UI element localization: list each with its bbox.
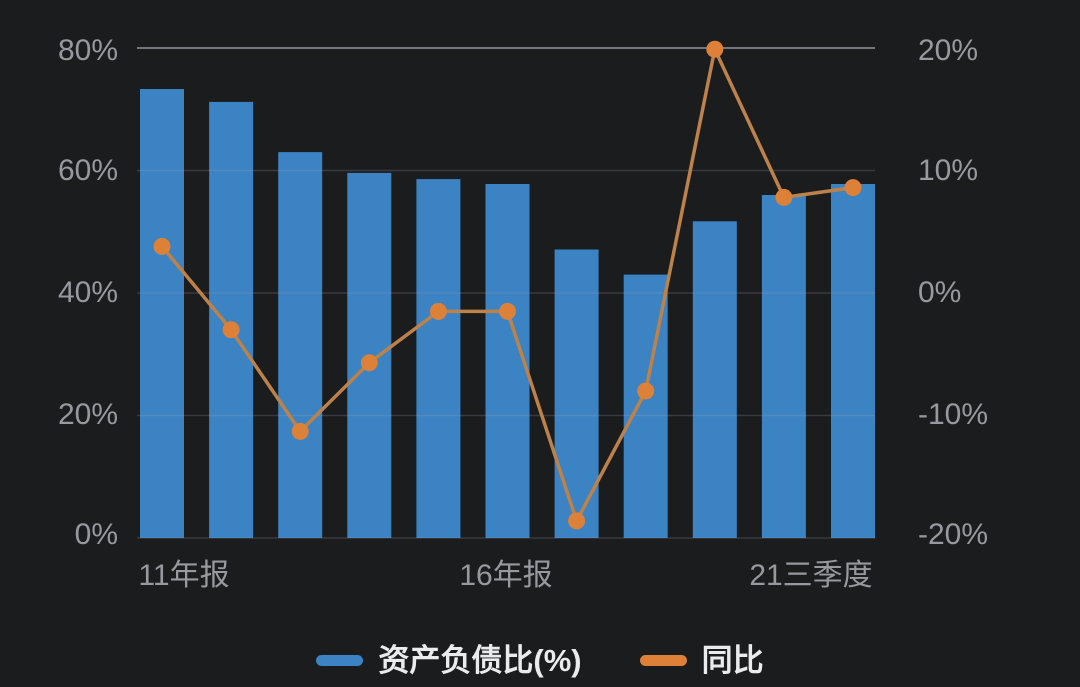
asset-liability-bar[interactable] bbox=[416, 179, 461, 538]
right-axis-tick-label: 10% bbox=[918, 154, 979, 187]
yoy-marker[interactable] bbox=[637, 382, 655, 400]
line-series-swatch-icon bbox=[639, 655, 687, 666]
legend-label: 同比 bbox=[701, 643, 764, 678]
right-axis-tick-label: 0% bbox=[918, 276, 962, 309]
left-axis-tick-label: 0% bbox=[74, 518, 118, 551]
left-axis-tick-label: 80% bbox=[57, 34, 118, 67]
right-axis-tick-label: -20% bbox=[918, 518, 989, 551]
yoy-marker[interactable] bbox=[499, 302, 516, 320]
right-axis-tick-label: 20% bbox=[918, 34, 979, 67]
asset-liability-bar[interactable] bbox=[761, 195, 806, 538]
yoy-marker[interactable] bbox=[291, 422, 309, 440]
x-axis-tick-label: 16年报 bbox=[459, 559, 553, 592]
x-axis-tick-label: 11年报 bbox=[138, 559, 230, 592]
legend-item-yoy[interactable]: 同比 bbox=[639, 643, 764, 678]
yoy-marker[interactable] bbox=[222, 321, 240, 339]
asset-liability-bar[interactable] bbox=[209, 101, 254, 539]
yoy-marker[interactable] bbox=[568, 512, 586, 530]
asset-liability-bar[interactable] bbox=[140, 89, 184, 538]
left-axis-tick-label: 40% bbox=[57, 276, 118, 309]
bar-series-swatch-icon bbox=[316, 655, 364, 666]
yoy-marker[interactable] bbox=[844, 179, 862, 197]
right-axis-tick-label: -10% bbox=[918, 398, 989, 431]
asset-liability-bar[interactable] bbox=[692, 221, 737, 539]
legend-label: 资产负债比(%) bbox=[378, 643, 582, 678]
yoy-marker[interactable] bbox=[429, 302, 447, 320]
yoy-marker[interactable] bbox=[775, 188, 793, 206]
yoy-marker[interactable] bbox=[360, 354, 378, 372]
yoy-marker[interactable] bbox=[706, 40, 724, 58]
asset-liability-bar[interactable] bbox=[831, 184, 875, 538]
legend: 资产负债比(%) 同比 bbox=[0, 645, 1080, 676]
left-axis-tick-label: 60% bbox=[57, 154, 118, 187]
asset-liability-bar[interactable] bbox=[278, 152, 323, 538]
yoy-marker[interactable] bbox=[153, 237, 171, 255]
x-axis-tick-label: 21三季度 bbox=[749, 559, 873, 592]
left-axis-tick-label: 20% bbox=[57, 398, 118, 431]
legend-item-asset-liability-ratio[interactable]: 资产负债比(%) bbox=[316, 643, 582, 678]
